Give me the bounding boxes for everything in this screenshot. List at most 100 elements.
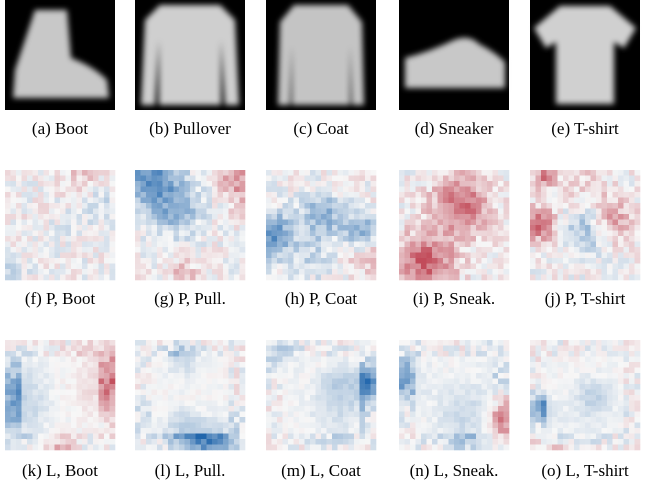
heatmap-cell (54, 345, 61, 352)
heatmap-cell (43, 192, 50, 198)
heatmap-cell (590, 258, 597, 264)
heatmap-cell (563, 225, 569, 231)
heatmap-cell (277, 406, 283, 412)
heatmap-cell (343, 269, 349, 275)
heatmap-cell (195, 389, 202, 396)
heatmap-cell (234, 258, 240, 264)
heatmap-cell (596, 384, 602, 390)
heatmap-cell (239, 236, 246, 242)
heatmap-cell (557, 362, 564, 368)
heatmap-cell (173, 384, 180, 390)
heatmap-cell (168, 417, 174, 423)
heatmap-cell (179, 351, 185, 357)
heatmap-cell (426, 367, 433, 374)
heatmap-cell (16, 378, 22, 385)
heatmap-cell (173, 263, 180, 270)
heatmap-cell (212, 428, 218, 434)
heatmap-cell (459, 236, 466, 242)
heatmap-cell (476, 389, 482, 396)
heatmap-cell (146, 192, 152, 198)
heatmap-cell (574, 247, 580, 253)
heatmap-cell (579, 428, 586, 434)
heatmap-cell (354, 373, 360, 379)
heatmap-cell (293, 197, 300, 204)
heatmap-cell (634, 444, 641, 451)
heatmap-cell (332, 351, 338, 357)
heatmap-cell (541, 340, 547, 346)
heatmap-cell (217, 373, 224, 379)
heatmap-cell (277, 197, 283, 204)
heatmap-cell (541, 406, 547, 412)
heatmap-cell (370, 208, 377, 215)
heatmap-cell (299, 214, 305, 220)
heatmap-cell (415, 225, 422, 231)
heatmap-cell (415, 433, 422, 440)
heatmap-cell (217, 208, 224, 215)
heatmap-cell (404, 411, 411, 418)
heatmap-cell (492, 373, 499, 379)
heatmap-cell (228, 175, 235, 182)
heatmap-cell (223, 252, 229, 259)
heatmap-cell (332, 219, 338, 226)
heatmap-cell (27, 384, 33, 390)
heatmap-cell (179, 208, 185, 215)
heatmap-cell (326, 340, 333, 346)
heatmap-cell (304, 203, 311, 209)
heatmap-cell (470, 214, 477, 220)
heatmap-cell (140, 400, 147, 407)
heatmap-cell (546, 170, 553, 176)
heatmap-cell (421, 263, 427, 270)
heatmap-cell (601, 439, 608, 445)
heatmap-cell (310, 428, 316, 434)
heatmap-cell (563, 362, 569, 368)
heatmap-cell (38, 422, 44, 429)
heatmap-cell (618, 389, 624, 396)
heatmap-cell (212, 389, 218, 396)
heatmap-cell (535, 373, 542, 379)
heatmap-cell (304, 208, 311, 215)
heatmap-cell (503, 181, 510, 187)
heatmap-cell (399, 439, 405, 445)
heatmap-cell (634, 219, 641, 226)
heatmap-cell (32, 378, 39, 385)
heatmap-cell (404, 395, 411, 401)
heatmap-cell (557, 400, 564, 407)
heatmap-cell (618, 236, 624, 242)
heatmap-cell (359, 433, 366, 440)
heatmap-cell (590, 378, 597, 385)
heatmap-cell (552, 417, 558, 423)
heatmap-cell (140, 170, 147, 176)
heatmap-cell (448, 362, 455, 368)
heatmap-cell (21, 406, 28, 412)
heatmap-cell (481, 203, 488, 209)
heatmap-cell (151, 219, 158, 226)
heatmap-cell (359, 247, 366, 253)
heatmap-cell (299, 192, 305, 198)
heatmap-cell (157, 417, 163, 423)
heatmap-cell (310, 367, 316, 374)
heatmap-cell (359, 395, 366, 401)
heatmap-cell (76, 356, 83, 363)
heatmap-cell (87, 192, 94, 198)
heatmap-cell (568, 225, 575, 231)
heatmap-cell (415, 170, 422, 176)
heatmap-cell (206, 269, 213, 275)
heatmap-cell (585, 236, 591, 242)
heatmap-cell (337, 241, 344, 248)
heatmap-cell (10, 208, 17, 215)
heatmap-cell (109, 428, 116, 434)
heatmap-cell (27, 247, 33, 253)
heatmap-cell (326, 186, 333, 193)
heatmap-cell (184, 422, 191, 429)
heatmap-cell (82, 269, 88, 275)
heatmap-cell (282, 345, 289, 352)
heatmap-cell (38, 225, 44, 231)
heatmap-cell (71, 345, 77, 352)
heatmap-cell (16, 417, 22, 423)
heatmap-cell (65, 406, 72, 412)
heatmap-cell (162, 225, 169, 231)
heatmap-cell (415, 219, 422, 226)
heatmap-cell (54, 378, 61, 385)
heatmap-cell (410, 389, 416, 396)
heatmap-cell (410, 208, 416, 215)
